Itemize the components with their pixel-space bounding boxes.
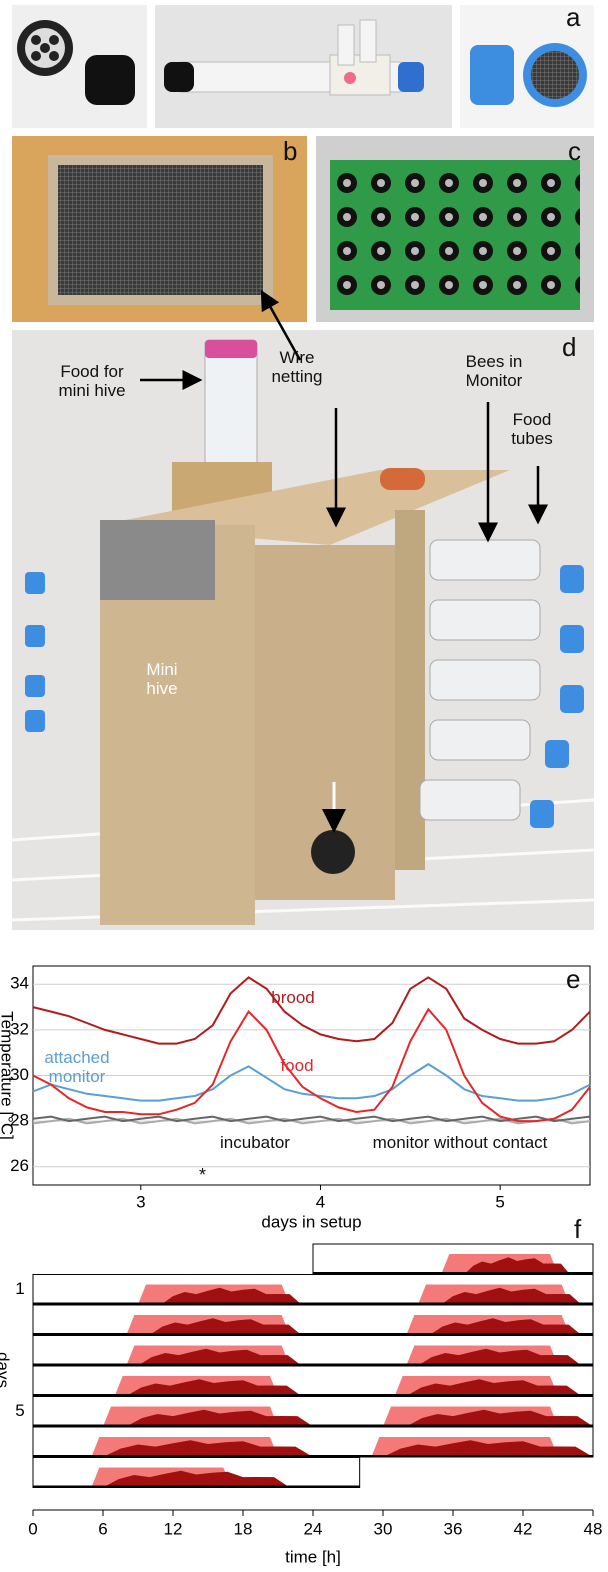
series-line bbox=[32, 1115, 591, 1123]
photo-c bbox=[316, 136, 594, 322]
panel-letter: f bbox=[574, 1214, 582, 1244]
x-tick-label: 48 bbox=[584, 1519, 603, 1538]
activity bbox=[406, 1409, 593, 1427]
x-tick-label: 12 bbox=[164, 1519, 183, 1538]
series-line bbox=[32, 976, 591, 1045]
x-tick-label: 6 bbox=[98, 1519, 107, 1538]
series-label: incubator bbox=[205, 1133, 305, 1152]
activity bbox=[406, 1379, 582, 1396]
photo-label: Food tubes bbox=[511, 410, 553, 448]
panel-letter: a bbox=[566, 2, 581, 32]
activity bbox=[429, 1318, 582, 1335]
y-tick-label: 28 bbox=[10, 1111, 29, 1130]
panel-letter: c bbox=[568, 136, 581, 166]
x-tick-label: 5 bbox=[495, 1192, 504, 1211]
activity bbox=[161, 1287, 302, 1305]
y-tick-label: 5 bbox=[15, 1401, 24, 1420]
photo-label: Food for mini hive bbox=[58, 362, 126, 400]
y-tick-label: 30 bbox=[10, 1065, 29, 1084]
photo-label: Mini hive bbox=[146, 660, 178, 698]
x-tick-label: 36 bbox=[444, 1519, 463, 1538]
activity bbox=[464, 1257, 570, 1274]
series-line bbox=[32, 1007, 591, 1123]
x-tick-label: 4 bbox=[316, 1192, 325, 1211]
activity bbox=[126, 1409, 313, 1427]
activity bbox=[383, 1440, 593, 1457]
y-tick-label: 34 bbox=[10, 974, 29, 993]
activity bbox=[418, 1348, 582, 1366]
photo-d bbox=[11, 289, 595, 930]
panel-letter: b bbox=[283, 136, 298, 166]
series-label: food bbox=[280, 1056, 314, 1075]
series-line bbox=[32, 1062, 591, 1102]
photo-a bbox=[12, 5, 594, 128]
x-axis-label: time [h] bbox=[285, 1547, 341, 1566]
series-line bbox=[32, 1117, 591, 1125]
activity bbox=[149, 1318, 302, 1335]
x-tick-label: 30 bbox=[374, 1519, 393, 1538]
activity bbox=[103, 1440, 313, 1457]
x-tick-label: 3 bbox=[136, 1192, 145, 1211]
y-tick-label: 32 bbox=[10, 1019, 29, 1038]
photo-label: Wire netting bbox=[271, 348, 323, 386]
x-axis-label: days in setup bbox=[261, 1212, 361, 1231]
activity bbox=[103, 1470, 290, 1488]
photo-label: Bees in Monitor bbox=[465, 352, 523, 390]
series-label: monitor without contact bbox=[340, 1133, 580, 1152]
y-tick-label: 1 bbox=[15, 1279, 24, 1298]
y-axis-label: days bbox=[0, 1352, 13, 1388]
activity bbox=[138, 1348, 302, 1366]
panel-letter: e bbox=[566, 964, 581, 994]
activity bbox=[126, 1379, 302, 1396]
series-label: brood bbox=[271, 988, 315, 1007]
x-tick-label: 24 bbox=[304, 1519, 323, 1538]
series-label: attached monitor bbox=[44, 1048, 110, 1086]
panel-letter: d bbox=[562, 332, 577, 362]
y-tick-label: 26 bbox=[10, 1156, 29, 1175]
photo-b bbox=[12, 136, 307, 322]
y-axis-label: Temperature [°C] bbox=[0, 1011, 17, 1140]
annotation: * bbox=[199, 1165, 207, 1185]
activity bbox=[441, 1287, 582, 1305]
x-tick-label: 18 bbox=[234, 1519, 253, 1538]
x-tick-label: 42 bbox=[514, 1519, 533, 1538]
x-tick-label: 0 bbox=[28, 1519, 37, 1538]
